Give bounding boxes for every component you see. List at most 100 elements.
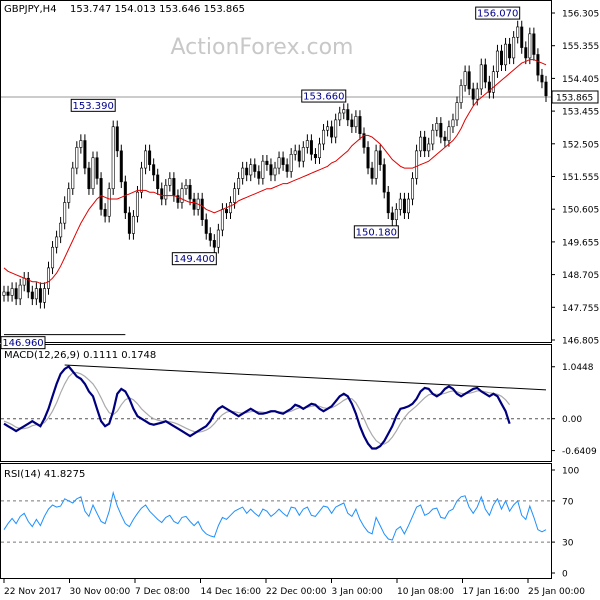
candle-body — [38, 288, 42, 303]
candle-body — [184, 184, 188, 190]
candle-body — [245, 167, 249, 176]
candle-body — [378, 150, 382, 165]
candle-body — [293, 150, 297, 155]
current-price-label: 153.865 — [556, 93, 593, 103]
candle-body — [156, 174, 160, 190]
candle-body — [289, 153, 293, 172]
candle-body — [103, 209, 107, 217]
candle-body — [386, 191, 390, 214]
price-tick-label: 150.605 — [562, 206, 599, 216]
candle-body — [483, 64, 487, 83]
candle-body — [55, 236, 59, 248]
time-tick-label: 30 Nov 00:00 — [70, 587, 131, 597]
candle-body — [447, 126, 451, 141]
candle-body — [508, 43, 512, 59]
candle-body — [220, 209, 224, 231]
candle-body — [427, 143, 431, 152]
candle-body — [277, 157, 281, 169]
candle-body — [79, 140, 83, 148]
candle-body — [374, 150, 378, 179]
candle-body — [423, 136, 427, 152]
time-tick-label: 7 Dec 08:00 — [135, 587, 190, 597]
candle-body — [140, 167, 144, 193]
annotation-label: 146.960 — [2, 338, 43, 349]
time-tick-label: 22 Nov 2017 — [4, 587, 62, 597]
candles — [2, 20, 548, 309]
candle-body — [322, 129, 326, 145]
candle-body — [152, 164, 156, 176]
price-tick-label: 156.305 — [562, 10, 599, 20]
price-tick-label: 151.555 — [562, 173, 599, 183]
candle-body — [71, 167, 75, 190]
candle-body — [532, 33, 536, 55]
candle-body — [160, 188, 164, 200]
rsi-tick-label: 70 — [562, 497, 574, 507]
annotation-box — [301, 89, 347, 103]
price-tick-label: 148.705 — [562, 271, 599, 281]
candle-body — [475, 88, 479, 100]
candle-body — [172, 178, 176, 196]
candle-body — [390, 212, 394, 220]
candle-body — [536, 54, 540, 76]
macd-tick-label: 1.0448 — [562, 363, 594, 373]
candle-body — [342, 109, 346, 114]
candle-body — [495, 50, 499, 72]
candle-body — [435, 123, 439, 131]
candle-body — [358, 116, 362, 134]
candle-body — [204, 219, 208, 234]
candle-body — [241, 167, 245, 179]
ohlc-header: 153.747 154.013 153.646 153.865 — [70, 4, 245, 15]
candle-body — [491, 71, 495, 93]
candle-body — [451, 119, 455, 128]
candle-body — [14, 288, 18, 300]
candle-body — [459, 85, 463, 103]
candle-body — [439, 123, 443, 138]
time-tick-label: 17 Jan 16:00 — [463, 587, 520, 597]
candle-body — [83, 140, 87, 169]
candle-body — [46, 267, 50, 289]
candle-body — [313, 153, 317, 159]
annotation-label: 156.070 — [477, 9, 518, 20]
price-tick-label: 152.505 — [562, 140, 599, 150]
price-tick-label: 147.755 — [562, 304, 599, 314]
annotation-box — [171, 252, 217, 266]
candle-body — [261, 160, 265, 179]
price-tick-label: 154.405 — [562, 75, 599, 85]
macd-main-line — [3, 365, 511, 450]
candle-body — [402, 198, 406, 214]
candle-body — [131, 215, 135, 234]
candle-body — [273, 167, 277, 176]
candle-body — [479, 64, 483, 90]
candle-body — [415, 150, 419, 179]
candle-body — [18, 284, 22, 300]
candle-body — [346, 109, 350, 121]
rsi-axis-ticks: 100 70 30 0 — [551, 467, 579, 580]
candle-body — [317, 143, 321, 159]
candle-body — [144, 150, 148, 169]
candle-body — [67, 188, 71, 203]
rsi-header: RSI(14) 41.8275 — [4, 469, 85, 480]
candle-body — [471, 88, 475, 100]
candle-body — [63, 202, 67, 224]
macd-tick-label: -0.6409 — [562, 447, 597, 457]
candle-body — [269, 164, 273, 176]
rsi-line — [3, 490, 547, 541]
candle-body — [305, 140, 309, 148]
symbol-header: GBPJPY,H4 — [4, 4, 57, 15]
candle-body — [180, 188, 184, 203]
price-annotations: 146.960 153.390 149.400 153.660 150.180 156.0… — [0, 6, 521, 350]
candle-body — [123, 181, 127, 214]
candle-body — [512, 36, 516, 59]
candle-body — [516, 26, 520, 38]
candle-body — [338, 112, 342, 121]
candle-body — [148, 150, 152, 165]
candle-body — [95, 157, 99, 179]
candle-body — [2, 291, 6, 296]
macd-trendline — [64, 364, 547, 391]
time-axis-ticks: 22 Nov 2017 30 Nov 00:00 7 Dec 08:00 14 Dec… — [3, 579, 585, 597]
candle-body — [334, 119, 338, 138]
macd-header: MACD(12,26,9) 0.1111 0.1748 — [4, 350, 156, 361]
candle-body — [350, 119, 354, 128]
annotation-box — [475, 6, 521, 20]
candle-body — [192, 198, 196, 210]
